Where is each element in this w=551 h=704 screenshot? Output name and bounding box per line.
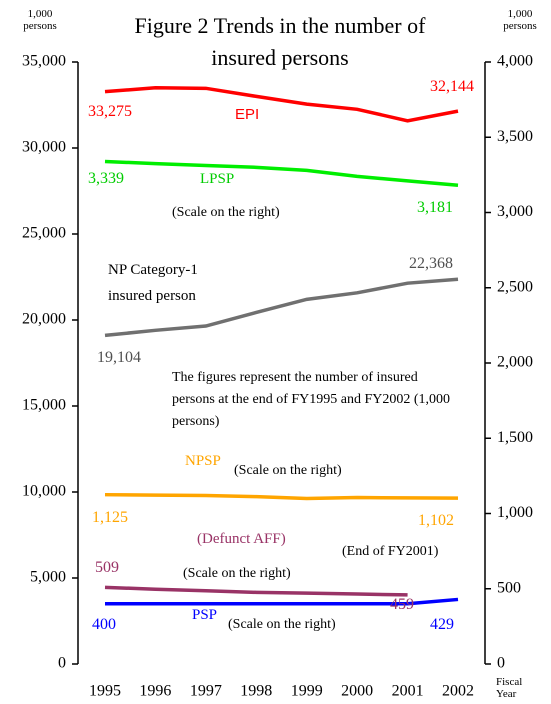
annotation: (Scale on the right) [234, 463, 342, 478]
chart-title: Figure 2 Trends in the number of insured… [134, 13, 426, 70]
y2-tick-label: 1,000 [497, 504, 533, 521]
series-line [105, 597, 459, 606]
annotation: The figures represent the number of insu… [172, 370, 451, 429]
y-tick-label: 0 [58, 655, 66, 672]
annotation: (End of FY2001) [342, 544, 439, 559]
x-tick-label: 1997 [190, 683, 222, 700]
value-label: 19,104 [97, 349, 141, 366]
value-label: 400 [92, 616, 116, 633]
y-tick-label: 25,000 [22, 225, 66, 242]
y2-tick-label: 0 [497, 655, 505, 672]
y-tick-label: 5,000 [30, 569, 66, 586]
y2-tick-label: 3,000 [497, 203, 533, 220]
x-tick-label: 1995 [89, 683, 121, 700]
series-label: PSP [192, 607, 218, 623]
value-label: 509 [95, 559, 119, 576]
series-line [104, 585, 408, 597]
y-tick-label: 15,000 [22, 397, 66, 414]
value-label: 1,102 [418, 512, 454, 529]
y-axis-unit: 1,000 persons [23, 8, 57, 32]
y2-axis-unit: 1,000 persons [503, 8, 537, 32]
series-label: NP Category-1 insured person [108, 262, 198, 304]
series-label: (Defunct AFF) [197, 531, 286, 547]
series-line [104, 86, 459, 123]
y2-tick-label: 1,500 [497, 429, 533, 446]
series-line [104, 492, 459, 501]
series-label: LPSP [200, 171, 235, 187]
value-label: 33,275 [88, 103, 132, 120]
series-line [104, 277, 459, 338]
y2-tick-label: 2,000 [497, 354, 533, 371]
annotation: (Scale on the right) [183, 566, 291, 581]
x-tick-label: 1998 [240, 683, 272, 700]
y2-tick-label: 3,500 [497, 128, 533, 145]
y2-tick-label: 2,500 [497, 278, 533, 295]
x-tick-label: 2001 [392, 683, 424, 700]
value-label: 3,339 [88, 170, 124, 187]
x-tick-label: 2000 [341, 683, 373, 700]
y2-tick-label: 4,000 [497, 53, 533, 70]
value-label: 429 [430, 616, 454, 633]
annotation: (Scale on the right) [172, 205, 280, 220]
x-tick-label: 2002 [442, 683, 474, 700]
series-label: NPSP [185, 453, 221, 469]
value-label: 459 [390, 596, 414, 613]
value-label: 32,144 [430, 78, 474, 95]
x-axis-title: Fiscal Year [496, 676, 523, 700]
y-tick-label: 35,000 [22, 53, 66, 70]
value-label: 22,368 [409, 255, 453, 272]
value-label: 1,125 [92, 509, 128, 526]
series-line [104, 159, 459, 188]
annotation: (Scale on the right) [228, 617, 336, 632]
y-tick-label: 10,000 [22, 483, 66, 500]
value-label: 3,181 [417, 199, 453, 216]
y-tick-label: 30,000 [22, 139, 66, 156]
x-tick-label: 1999 [291, 683, 323, 700]
x-tick-label: 1996 [139, 683, 171, 700]
y-tick-label: 20,000 [22, 311, 66, 328]
y2-tick-label: 500 [497, 579, 521, 596]
series-label: EPI [235, 106, 260, 123]
